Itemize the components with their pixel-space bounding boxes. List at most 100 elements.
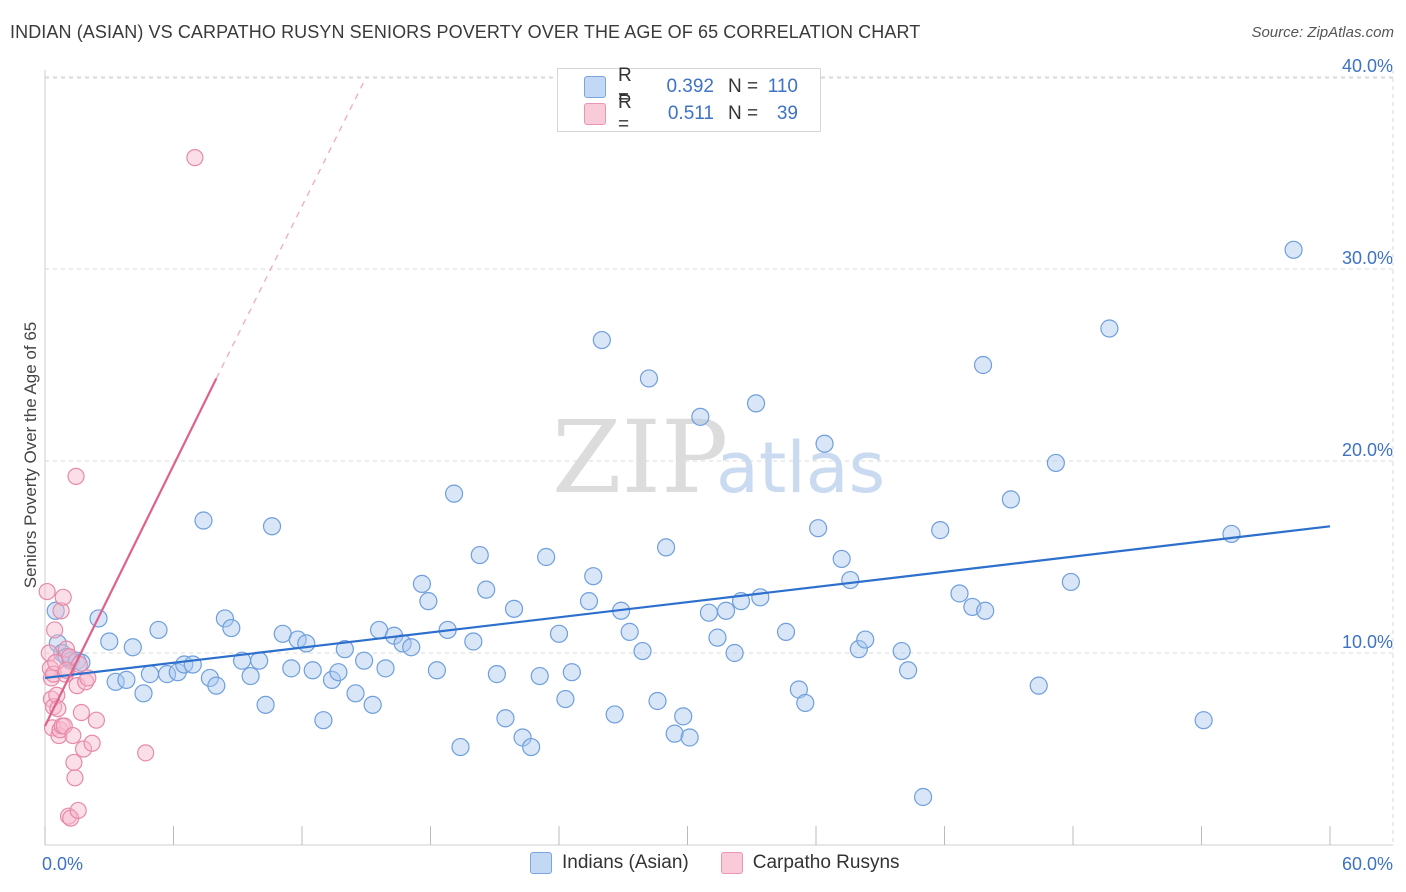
data-point-indians: [427, 661, 447, 680]
trend-line-indians: [44, 525, 1331, 680]
data-point-indians: [477, 580, 496, 599]
data-point-indians: [303, 661, 322, 680]
data-point-indians: [639, 369, 659, 388]
data-point-indians: [849, 640, 868, 659]
data-point-indians: [892, 641, 911, 661]
data-point-indians: [665, 724, 684, 743]
data-point-indians: [633, 641, 652, 661]
legend-n-value: 39: [776, 103, 798, 124]
data-point-indians: [504, 599, 524, 618]
watermark-atlas: atlas: [716, 427, 885, 509]
trend-lines: [215, 76, 367, 379]
data-point-indians: [913, 787, 933, 807]
data-point-indians: [832, 549, 851, 569]
data-point-indians: [579, 592, 599, 611]
data-point-rusyns: [55, 717, 73, 735]
data-point-rusyns: [52, 602, 70, 620]
watermark-zip: ZIP: [552, 399, 728, 516]
data-point-indians: [241, 666, 260, 686]
data-point-rusyns: [46, 621, 64, 639]
y-axis-label: Seniors Poverty Over the Age of 65: [21, 322, 40, 588]
legend-n-value: 110: [767, 76, 798, 97]
data-point-rusyns: [54, 588, 72, 606]
data-point-indians: [444, 484, 464, 503]
data-point-indians: [215, 609, 234, 628]
data-point-indians: [841, 570, 860, 590]
data-point-indians: [48, 634, 67, 653]
data-point-indians: [656, 538, 676, 557]
data-point-rusyns: [64, 726, 82, 745]
data-point-indians: [46, 601, 65, 620]
data-point-rusyns: [49, 700, 67, 718]
trend-line-rusyns: [44, 377, 218, 727]
legend-row-rusyns: R = 0.511 N = 39: [584, 92, 798, 135]
data-point-indians: [123, 638, 142, 657]
data-point-rusyns: [83, 734, 101, 752]
legend-n-label: N =: [728, 103, 759, 124]
data-point-indians: [194, 511, 213, 530]
data-point-indians: [1029, 676, 1048, 695]
legend-swatch-pink: [720, 852, 743, 874]
data-point-indians: [1001, 490, 1020, 509]
data-point-indians: [708, 628, 727, 647]
data-point-rusyns: [67, 467, 85, 485]
legend-r-label: R =: [618, 92, 632, 135]
data-point-indians: [751, 588, 770, 607]
y-tick-label: 30.0%: [1342, 248, 1393, 268]
data-point-indians: [282, 659, 301, 678]
axes: [44, 70, 1393, 846]
data-point-rusyns: [50, 726, 68, 745]
x-tick-label: 60.0%: [1342, 854, 1393, 874]
legend-row-indians: R = 0.392 N = 110: [584, 65, 798, 108]
data-point-indians: [562, 663, 581, 682]
data-point-indians: [809, 519, 828, 538]
tick-labels: 10.0% 20.0% 30.0% 40.0% 0.0% 60.0%: [42, 56, 1393, 874]
data-point-indians: [725, 643, 744, 663]
data-point-rusyns: [66, 769, 84, 787]
data-point-indians: [1222, 524, 1241, 544]
legend-r-value: 0.511: [667, 103, 714, 124]
legend-item-label: Carpatho Rusyns: [752, 852, 900, 873]
data-point-indians: [250, 651, 269, 670]
data-point-indians: [1194, 711, 1213, 730]
data-point-indians: [376, 659, 395, 678]
data-point-indians: [256, 695, 275, 714]
data-point-indians: [149, 620, 168, 640]
legend-item-indians[interactable]: Indians (Asian): [530, 852, 689, 874]
data-point-indians: [134, 684, 153, 703]
data-point-indians: [419, 592, 438, 611]
data-point-indians: [451, 737, 470, 757]
data-point-indians: [100, 632, 119, 651]
legend-swatch-blue: [584, 76, 606, 98]
data-point-indians: [412, 574, 432, 593]
data-point-indians: [620, 622, 639, 641]
data-point-indians: [297, 634, 316, 653]
data-point-indians: [592, 330, 611, 350]
data-point-rusyns: [87, 711, 106, 729]
data-point-rusyns: [74, 740, 93, 758]
data-point-indians: [1284, 240, 1303, 259]
y-tick-label: 10.0%: [1342, 632, 1393, 652]
data-point-indians: [222, 618, 241, 638]
data-point-indians: [1100, 319, 1119, 338]
data-point-indians: [950, 584, 969, 603]
data-point-indians: [556, 689, 575, 709]
data-point-indians: [470, 545, 489, 565]
data-point-indians: [746, 394, 766, 413]
data-point-rusyns: [65, 753, 83, 772]
data-point-indians: [537, 547, 556, 567]
data-point-indians: [815, 434, 834, 453]
data-point-indians: [335, 640, 354, 659]
data-point-rusyns: [38, 582, 56, 601]
data-point-indians: [314, 711, 333, 730]
data-point-indians: [699, 603, 719, 622]
data-point-indians: [584, 567, 603, 586]
data-point-indians: [691, 407, 710, 426]
data-point-indians: [605, 705, 624, 724]
legend-item-label: Indians (Asian): [562, 852, 689, 873]
data-point-indians: [973, 355, 993, 375]
data-point-indians: [796, 693, 815, 713]
legend-item-rusyns[interactable]: Carpatho Rusyns: [720, 852, 900, 874]
y-tick-label: 40.0%: [1342, 56, 1393, 76]
data-point-indians: [207, 676, 226, 695]
